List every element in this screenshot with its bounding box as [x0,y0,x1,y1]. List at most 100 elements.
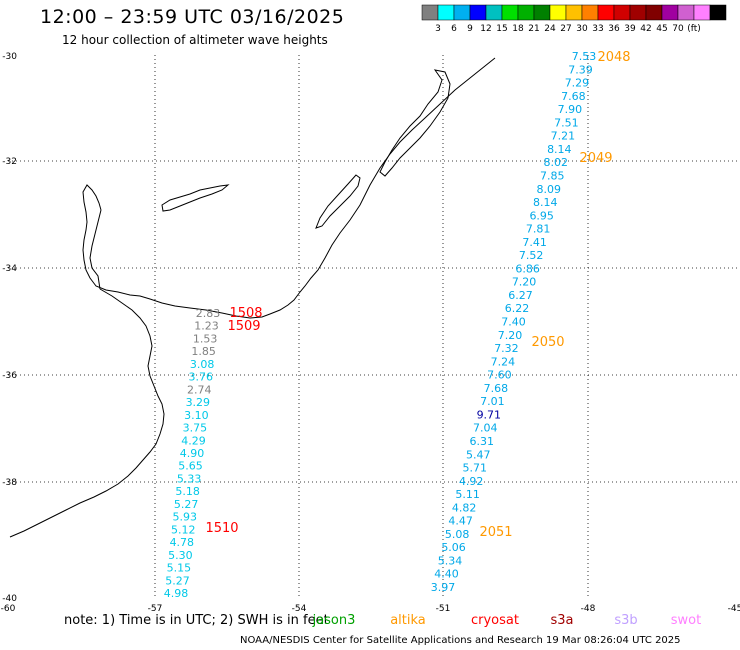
axis-ticks: -30 -32 -34 -36 -38 -40-60 -57 -54 -51 -48 -45 [1,52,740,614]
wave-height-value: 7.39 [568,63,593,76]
colorbar-swatch [661,4,679,21]
colorbar-swatch [677,4,695,21]
colorbar-swatch [645,4,663,21]
lon-label: -60 [1,604,16,614]
wave-height-value: 7.68 [484,382,509,395]
wave-height-value: 5.27 [165,574,190,587]
footnote: note: 1) Time is in UTC; 2) SWH is in fe… [64,613,329,628]
pass-number-label: 1510 [205,521,238,536]
satellite-name-altika: altika [390,613,426,628]
lon-label: -54 [292,604,307,614]
grid-lines [8,55,740,598]
wave-height-value: 3.75 [183,422,208,435]
colorbar-label: 36 [608,24,620,34]
coastline [9,57,496,538]
colorbar-label: (ft) [687,24,701,34]
coastline-main [82,57,496,319]
lat-label: -36 [2,371,17,381]
wave-height-value: 5.27 [174,498,199,511]
lat-label: -38 [2,478,17,488]
colorbar-swatch [629,4,647,21]
wave-height-value: 4.29 [181,434,206,447]
lon-label: -51 [436,604,451,614]
colorbar-label: 39 [624,24,636,34]
wave-height-value: 8.09 [537,183,562,196]
colorbar-swatch [533,4,551,21]
satellite-name-cryosat: cryosat [471,613,519,628]
wave-height-value: 6.86 [515,262,540,275]
wave-height-value: 7.90 [558,103,583,116]
wave-height-value: 7.04 [473,422,498,435]
pass-number-label: 2049 [579,151,612,166]
map-title: 12:00 – 23:59 UTC 03/16/2025 [40,6,345,28]
wave-height-value: 5.93 [172,511,197,524]
pass-number-label: 1509 [227,319,260,334]
satellite-legend: jason3 altika cryosat s3a s3b swot [0,613,740,629]
wave-height-value: 8.14 [547,143,572,156]
wave-height-value: 7.24 [491,355,516,368]
wave-height-value: 5.71 [462,462,487,475]
wave-height-value: 8.02 [544,156,569,169]
wave-height-value: 5.65 [178,460,203,473]
colorbar-swatch [485,4,503,21]
wave-height-value: 5.08 [445,528,470,541]
pass-number-label: 2048 [597,50,630,65]
wave-height-value: 5.34 [438,554,463,567]
colorbar-swatch [709,4,727,21]
wave-height-value: 1.53 [193,332,218,345]
satellite-name-s3a: s3a [550,613,574,628]
wave-height-value: 4.90 [180,447,205,460]
wave-height-value: 8.14 [533,196,558,209]
colorbar-swatch [421,4,439,21]
lon-label: -45 [728,604,740,614]
colorbar-label: 45 [656,24,667,34]
wave-height-value: 7.53 [572,50,597,63]
wave-height-value: 5.12 [171,523,196,536]
satellite-name-s3b: s3b [614,613,638,628]
wave-height-value: 7.81 [526,223,551,236]
colorbar-label: 33 [592,24,603,34]
colorbar-label: 30 [576,24,588,34]
wave-height-value: 9.71 [477,408,502,421]
coastline-lagoon-mirim [315,174,361,229]
colorbar-swatch [565,4,583,21]
colorbar-label: 18 [512,24,524,34]
colorbar-swatch [501,4,519,21]
map-subtitle: 12 hour collection of altimeter wave hei… [62,33,328,47]
wave-height-value: 4.47 [448,515,473,528]
wave-height-value: 4.98 [164,587,189,600]
colorbar-swatch [549,4,567,21]
colorbar-label: 15 [496,24,507,34]
wave-height-value: 6.22 [505,302,530,315]
wave-height-value: 6.31 [470,435,495,448]
wave-height-value: 7.51 [554,116,579,129]
wave-height-value: 3.08 [190,358,215,371]
wave-height-value: 5.11 [455,488,480,501]
satellite-name-swot: swot [670,613,702,628]
colorbar-swatch [453,4,471,21]
wave-height-value: 7.85 [540,169,565,182]
credit-line: NOAA/NESDIS Center for Satellite Applica… [240,635,681,646]
wave-height-value: 5.06 [441,541,466,554]
lat-label: -30 [2,52,17,62]
lat-label: -34 [2,264,17,274]
wave-height-value: 7.68 [561,90,586,103]
wave-height-value: 5.15 [167,562,192,575]
wave-height-value: 3.97 [431,581,456,594]
wave-height-value: 4.92 [459,475,484,488]
altimeter-tracks: 7.537.397.297.687.907.517.218.148.027.85… [164,50,631,600]
colorbar-label: 70 [672,24,684,34]
pass-number-label: 1508 [229,306,262,321]
colorbar-label: 42 [640,24,651,34]
colorbar-swatch [581,4,599,21]
wave-height-value: 7.20 [498,329,523,342]
wave-height-value: 3.29 [186,396,211,409]
wave-height-value: 7.20 [512,276,537,289]
wave-height-value: 7.32 [494,342,519,355]
wave-height-value: 3.10 [184,409,209,422]
coastline-uruguay-inland [89,209,102,290]
wave-height-value: 2.83 [196,307,221,320]
wave-height-value: 5.30 [168,549,193,562]
wave-height-value: 7.52 [519,249,544,262]
